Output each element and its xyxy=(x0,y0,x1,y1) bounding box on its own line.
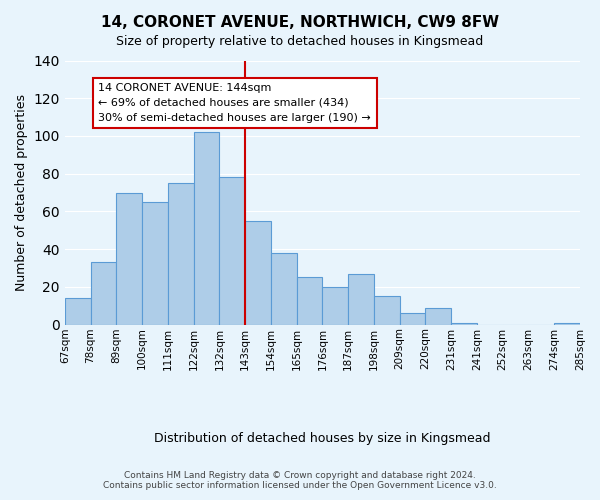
Bar xyxy=(425,308,451,324)
Bar xyxy=(220,178,245,324)
Bar xyxy=(451,322,477,324)
Bar xyxy=(65,298,91,324)
Bar xyxy=(245,221,271,324)
Bar xyxy=(91,262,116,324)
Bar xyxy=(400,314,425,324)
Bar xyxy=(271,253,296,324)
Bar xyxy=(296,278,322,324)
Y-axis label: Number of detached properties: Number of detached properties xyxy=(15,94,28,291)
Bar xyxy=(194,132,220,324)
Text: 14, CORONET AVENUE, NORTHWICH, CW9 8FW: 14, CORONET AVENUE, NORTHWICH, CW9 8FW xyxy=(101,15,499,30)
Text: 14 CORONET AVENUE: 144sqm
← 69% of detached houses are smaller (434)
30% of semi: 14 CORONET AVENUE: 144sqm ← 69% of detac… xyxy=(98,83,371,122)
Bar xyxy=(374,296,400,324)
Bar xyxy=(348,274,374,324)
Bar xyxy=(554,322,580,324)
Bar xyxy=(322,287,348,325)
Text: Size of property relative to detached houses in Kingsmead: Size of property relative to detached ho… xyxy=(116,35,484,48)
X-axis label: Distribution of detached houses by size in Kingsmead: Distribution of detached houses by size … xyxy=(154,432,491,445)
Bar xyxy=(168,183,194,324)
Text: Contains HM Land Registry data © Crown copyright and database right 2024.
Contai: Contains HM Land Registry data © Crown c… xyxy=(103,470,497,490)
Bar xyxy=(116,192,142,324)
Bar xyxy=(142,202,168,324)
